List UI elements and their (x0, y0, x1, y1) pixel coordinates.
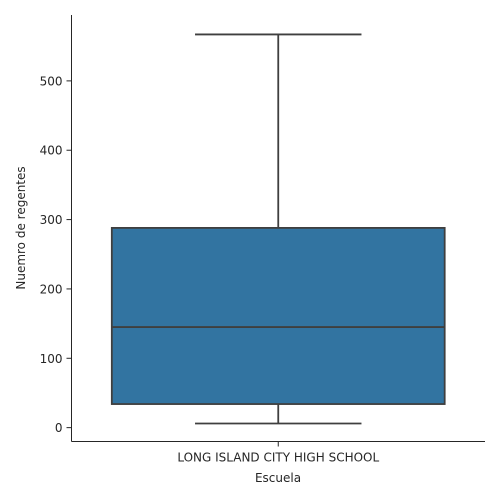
x-axis-label: Escuela (255, 471, 301, 485)
x-tick-group: LONG ISLAND CITY HIGH SCHOOL (177, 441, 379, 465)
y-tick-label: 400 (40, 144, 63, 158)
y-tick-label: 200 (40, 282, 63, 296)
y-tick-label: 500 (40, 74, 63, 88)
y-axis-label: Nuemro de regentes (14, 166, 28, 289)
y-tick-label: 0 (55, 421, 63, 435)
iqr-box (110, 227, 446, 405)
x-tick-label: LONG ISLAND CITY HIGH SCHOOL (177, 451, 379, 465)
y-tick-group: 0 100 200 300 400 500 (40, 74, 72, 435)
y-tick-label: 100 (40, 352, 63, 366)
y-tick-label: 300 (40, 213, 63, 227)
plot-area (110, 33, 446, 425)
